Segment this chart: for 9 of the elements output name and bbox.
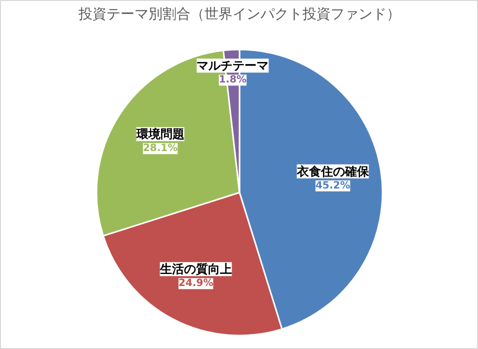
data-label: 24.9% bbox=[178, 278, 214, 290]
slice-label: 衣食住の確保 bbox=[296, 164, 370, 178]
chart-title: 投資テーマ別割合（世界インパクト投資ファンド） bbox=[78, 6, 400, 22]
data-label: 28.1% bbox=[142, 143, 178, 154]
slice-label: 生活の質向上 bbox=[158, 262, 232, 276]
data-label: 45.2% bbox=[315, 180, 350, 192]
slice-label: 環境問題 bbox=[135, 127, 184, 142]
data-label: 1.8% bbox=[218, 74, 247, 86]
slice-label: マルチテーマ bbox=[196, 58, 269, 73]
